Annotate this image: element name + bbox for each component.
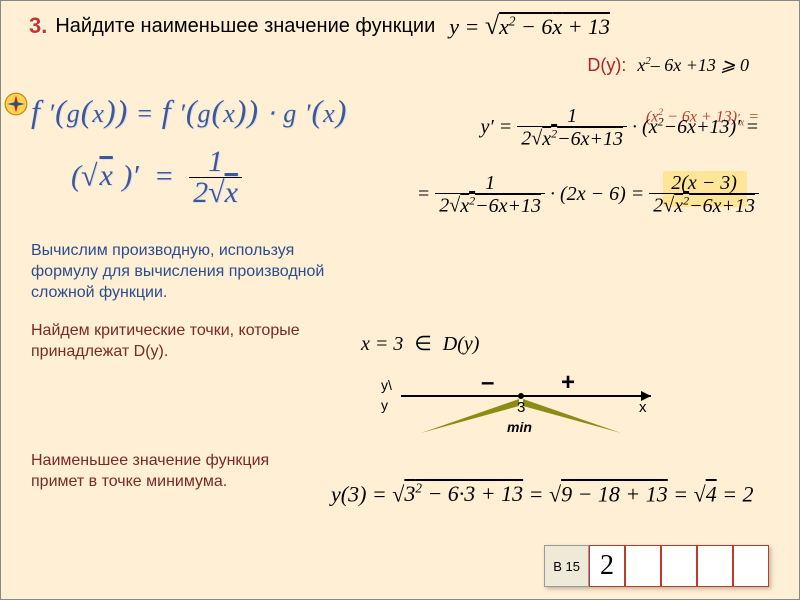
- compass-icon: [3, 91, 29, 117]
- critical-point: x = 3 ∈ D(y): [361, 331, 479, 356]
- task-text: Найдите наименьшее значение функции: [55, 15, 435, 38]
- answer-cell-1: 2: [589, 545, 625, 587]
- answer-cell-4: [697, 545, 733, 587]
- sign-line-diagram: y\ y – + 3 x min: [381, 371, 661, 441]
- final-computation: y(3) = √32 − 6·3 + 13 = √9 − 18 + 13 = √…: [331, 481, 754, 507]
- answer-label: В 15: [544, 545, 589, 587]
- answer-cell-2: [625, 545, 661, 587]
- sqrt-derivative-formula: (√x )′ = 1 2√x: [71, 147, 242, 210]
- problem-number: 3.: [29, 13, 47, 39]
- derivative-step-2: = 1 2√x2−6x+13 · (2x − 6) = 2(x − 3) 2√x…: [417, 173, 759, 218]
- answer-box: В 15 2: [544, 545, 769, 587]
- derivative-step-1: y′ = 1 2√x2−6x+13 · (x2−6x+13)′ =: [480, 106, 759, 151]
- chain-rule-formula: f ′(g(x)) = f ′(g(x)) ⋅ g ′(x): [31, 93, 347, 130]
- answer-cell-5: [733, 545, 769, 587]
- answer-cell-3: [661, 545, 697, 587]
- domain-label: D(y):: [587, 55, 626, 75]
- explain-minimum-text: Наименьшее значение функция примет в точ…: [31, 451, 311, 493]
- domain-line: D(y): x2– 6x +13 ⩾ 0: [587, 55, 749, 76]
- explain-derivative-text: Вычислим производную, используя формулу …: [31, 241, 351, 303]
- function-formula: y = √x2 − 6x + 13: [449, 11, 612, 41]
- explain-critical-text: Найдем критические точки, которые принад…: [31, 321, 311, 363]
